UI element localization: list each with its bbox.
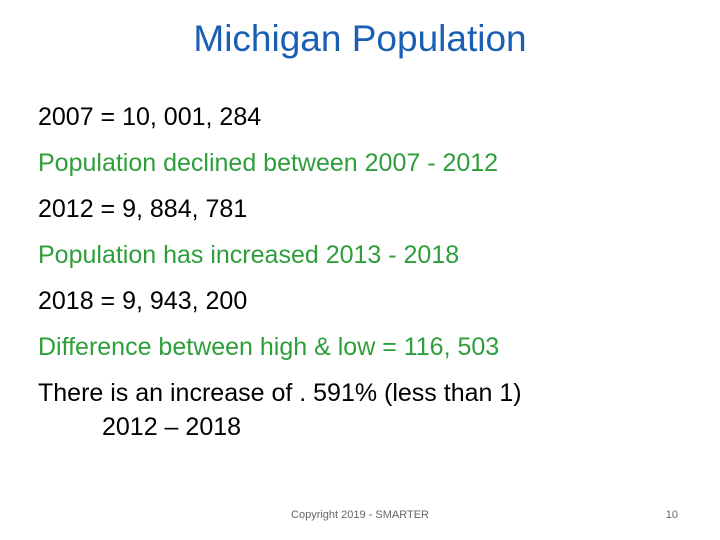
line-2018-population: 2018 = 9, 943, 200	[38, 287, 248, 315]
page-number: 10	[665, 509, 678, 521]
line-2012-population: 2012 = 9, 884, 781	[38, 195, 248, 223]
line-increase-percent: There is an increase of . 591% (less tha…	[38, 379, 522, 407]
copyright-footer: Copyright 2019 - SMARTER	[291, 509, 429, 521]
line-increase-note: Population has increased 2013 - 2018	[38, 241, 460, 269]
line-difference-note: Difference between high & low = 116, 503	[38, 333, 500, 361]
slide-title: Michigan Population	[193, 18, 527, 59]
line-decline-note: Population declined between 2007 - 2012	[38, 149, 499, 177]
line-increase-range: 2012 – 2018	[102, 413, 242, 441]
content-list: 2007 = 10, 001, 284 Population declined …	[38, 94, 698, 446]
line-2007-population: 2007 = 10, 001, 284	[38, 103, 262, 131]
